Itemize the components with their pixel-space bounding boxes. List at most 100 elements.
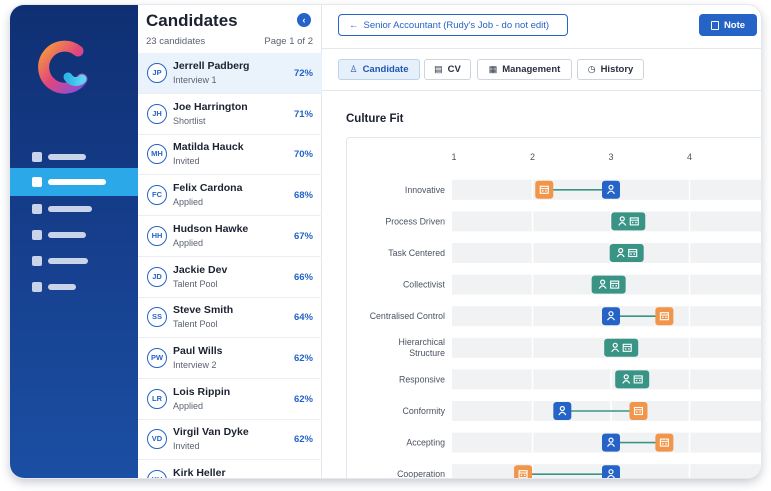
candidate-avatar: JP <box>147 63 167 83</box>
tab-cv[interactable]: ▤ CV <box>424 59 471 80</box>
building-icon <box>518 470 528 478</box>
match-point[interactable] <box>611 212 646 231</box>
candidate-status: Applied <box>173 197 204 208</box>
person-icon <box>618 216 627 226</box>
x-tick-label: 1 <box>451 152 456 162</box>
candidate-status: Talent Pool <box>173 319 218 330</box>
candidate-avatar: HH <box>147 225 167 246</box>
candidate-row[interactable]: VD Virgil Van Dyke Invited 62% <box>138 419 322 461</box>
arrow-left-icon: ← <box>349 19 359 31</box>
building-icon <box>659 312 669 321</box>
candidate-avatar: VD <box>147 429 167 450</box>
person-icon <box>611 342 620 353</box>
back-to-job-button[interactable]: ← Senior Accountant (Rudy's Job - do not… <box>338 14 568 36</box>
candidate-avatar: JH <box>147 103 167 124</box>
fit-marker-group[interactable] <box>602 307 674 326</box>
candidate-score: 68% <box>293 190 313 202</box>
candidate-point[interactable] <box>602 465 620 478</box>
app-logo <box>38 40 88 94</box>
candidate-row[interactable]: JP Jerrell Padberg Interview 1 72% <box>138 53 322 94</box>
candidate-row[interactable]: JD Jackie Dev Talent Pool 66% <box>138 257 322 298</box>
sidebar-item-dashboard[interactable] <box>10 143 138 171</box>
chevron-left-icon: ‹ <box>302 15 306 25</box>
user-icon: ♙ <box>349 64 358 74</box>
tab-history[interactable]: ◷ History <box>577 59 644 80</box>
candidate-score: 70% <box>293 149 313 161</box>
company-point[interactable] <box>535 180 554 199</box>
messages-icon <box>32 256 42 266</box>
match-point[interactable] <box>604 338 639 357</box>
x-tick-label: 4 <box>687 152 692 162</box>
match-point[interactable] <box>615 370 650 389</box>
company-point[interactable] <box>629 402 648 420</box>
candidate-name: Steve Smith <box>173 304 234 317</box>
candidate-score: 64% <box>293 312 313 324</box>
candidate-count: 23 candidates <box>146 36 206 47</box>
tab-management[interactable]: ▦ Management <box>477 59 572 80</box>
candidate-row[interactable]: KH Kirk Heller <box>138 460 322 478</box>
match-point[interactable] <box>609 244 644 262</box>
candidate-name: Lois Rippin <box>173 385 231 398</box>
sidebar-item-messages[interactable] <box>10 247 138 275</box>
fit-marker-group[interactable] <box>604 338 639 357</box>
candidate-row[interactable]: MH Matilda Hauck Invited 70% <box>138 134 322 176</box>
fit-marker-group[interactable] <box>615 370 650 389</box>
app-window: Candidates ‹ 23 candidates Page 1 of 2 J… <box>10 5 761 478</box>
collapse-panel-button[interactable]: ‹ <box>297 13 311 27</box>
candidate-status: Interview 2 <box>173 359 217 370</box>
page-indicator: Page 1 of 2 <box>264 36 313 47</box>
fit-marker-group[interactable] <box>591 275 626 294</box>
candidate-row[interactable]: FC Felix Cardona Applied 68% <box>138 175 322 217</box>
sidebar-item-jobs[interactable] <box>10 195 138 223</box>
fit-marker-group[interactable] <box>609 244 644 262</box>
sidebar-item-reports[interactable] <box>10 221 138 249</box>
building-icon <box>633 406 644 416</box>
candidate-row[interactable]: SS Steve Smith Talent Pool 64% <box>138 297 322 339</box>
fit-marker-group[interactable] <box>535 180 620 199</box>
fit-marker-group[interactable] <box>514 465 620 478</box>
match-point[interactable] <box>591 275 626 294</box>
company-point[interactable] <box>655 307 674 326</box>
candidate-row[interactable]: HH Hudson Hawke Applied 67% <box>138 216 322 257</box>
candidate-row[interactable]: LR Lois Rippin Applied 62% <box>138 379 322 420</box>
sidebar-item-label-bar <box>48 232 86 238</box>
candidate-row[interactable]: PW Paul Wills Interview 2 62% <box>138 338 322 379</box>
company-point[interactable] <box>655 433 674 452</box>
row-band <box>452 369 761 390</box>
candidate-score: 67% <box>293 230 313 242</box>
candidate-status: Shortlist <box>173 115 206 126</box>
culture-fit-plot: 1 2 3 4 Innovative Process Driven Task Centere… <box>370 152 761 478</box>
candidate-status: Invited <box>173 156 200 167</box>
candidate-name: Felix Cardona <box>173 182 243 195</box>
tab-candidate[interactable]: ♙ Candidate <box>338 59 420 80</box>
candidate-name: Virgil Van Dyke <box>173 426 249 439</box>
candidate-name: Matilda Hauck <box>173 141 244 154</box>
job-button-label: Senior Accountant (Rudy's Job - do not e… <box>363 19 550 31</box>
document-icon: ▤ <box>434 64 443 74</box>
building-icon <box>628 248 638 258</box>
detail-tabs: ♙ Candidate ▤ CV ▦ Management ◷ History <box>322 49 761 91</box>
candidate-avatar: JD <box>147 266 167 287</box>
person-icon <box>606 311 616 321</box>
company-point[interactable] <box>514 465 533 478</box>
candidate-avatar: PW <box>147 347 167 368</box>
candidate-name: Jerrell Padberg <box>173 60 250 72</box>
fit-marker-group[interactable] <box>611 212 646 231</box>
fit-marker-group[interactable] <box>553 402 648 420</box>
candidate-avatar: FC <box>147 185 167 206</box>
sidebar-item-candidates[interactable] <box>10 168 138 196</box>
dashboard-icon <box>32 152 42 162</box>
fit-marker-group[interactable] <box>602 433 674 452</box>
candidates-title: Candidates <box>146 11 238 30</box>
person-icon <box>606 184 616 195</box>
candidate-row[interactable]: JH Joe Harrington Shortlist 71% <box>138 94 322 135</box>
building-icon <box>659 438 669 447</box>
candidate-score: 71% <box>293 108 313 120</box>
building-icon <box>610 280 620 289</box>
note-button-label: Note <box>723 19 746 31</box>
category-label: Accepting <box>406 438 445 448</box>
x-tick-label: 2 <box>530 152 535 162</box>
tab-label: History <box>600 64 634 75</box>
note-button[interactable]: Note <box>699 14 757 36</box>
sidebar-item-settings[interactable] <box>10 273 138 301</box>
